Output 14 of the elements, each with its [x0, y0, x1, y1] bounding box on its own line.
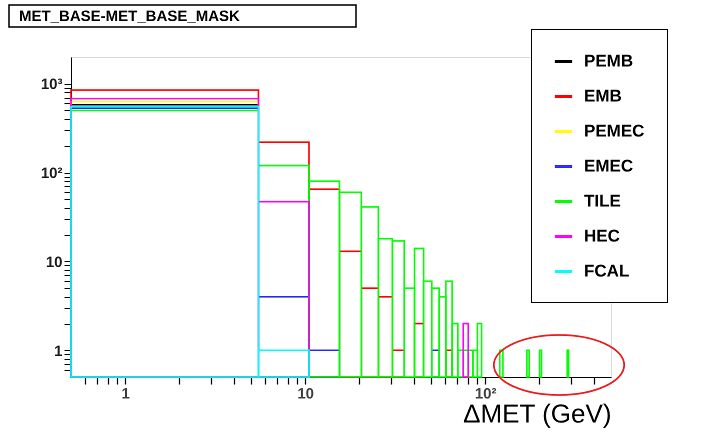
legend-label: EMB	[584, 86, 622, 106]
legend-label: HEC	[584, 226, 620, 246]
y-tick-label: 10²	[40, 165, 62, 182]
chart-title: MET_BASE-MET_BASE_MASK	[19, 8, 240, 25]
y-tick-label: 1	[54, 342, 62, 360]
legend-label: PEMEC	[584, 122, 644, 140]
y-tick-label: 10³	[40, 76, 62, 94]
x-tick-label: 10	[297, 386, 314, 402]
x-tick-label: 1	[122, 386, 130, 402]
y-tick-label: 10	[46, 254, 62, 271]
legend-label: PEMB	[584, 52, 634, 70]
legend-label: FCAL	[584, 262, 630, 280]
legend-label: EMEC	[584, 156, 634, 176]
legend-label: TILE	[584, 192, 621, 210]
